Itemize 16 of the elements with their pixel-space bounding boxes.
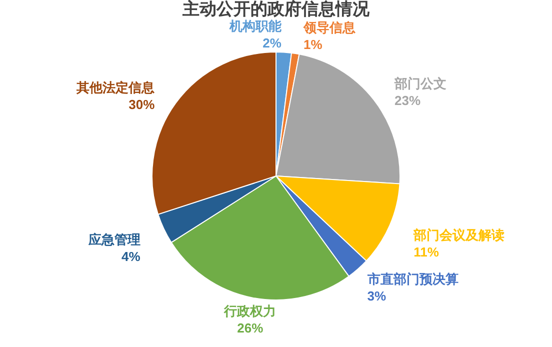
data-label: 2% [262,35,282,50]
slice-label: 机构职能 [228,18,282,34]
slice-label: 行政权力 [223,304,276,319]
slice-label: 部门公文 [394,76,447,92]
slice-label: 部门会议及解读 [412,228,505,243]
data-label: 30% [128,96,156,112]
data-label: 11% [414,244,440,260]
data-label: 4% [121,248,141,264]
slice-label: 应急管理 [87,232,140,247]
slice-label: 市直部门预决算 [366,272,458,287]
slice-label: 其他法定信息 [76,80,156,95]
data-label: 3% [367,288,386,304]
data-label: 26% [237,320,264,336]
data-label: 1% [303,36,323,52]
slice-label: 领导信息 [302,20,356,35]
data-label: 23% [394,93,421,108]
